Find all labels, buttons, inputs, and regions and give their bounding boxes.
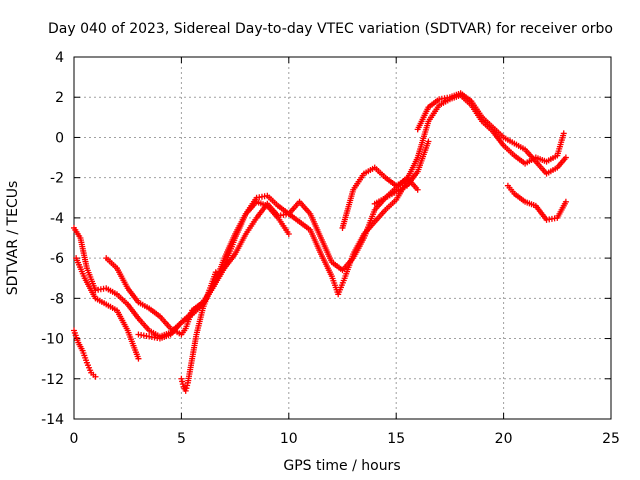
y-tick-label: -8 bbox=[50, 291, 64, 307]
data-point bbox=[285, 230, 292, 237]
data-point bbox=[562, 198, 569, 205]
y-tick-label: -12 bbox=[41, 372, 64, 388]
x-tick-label: 25 bbox=[602, 431, 620, 447]
y-axis-label: SDTVAR / TECUs bbox=[5, 181, 21, 296]
y-tick-label: 4 bbox=[55, 50, 64, 66]
y-tick-label: -14 bbox=[41, 412, 64, 428]
data-point bbox=[562, 154, 569, 161]
x-tick-label: 15 bbox=[387, 431, 405, 447]
axis-ticks: 0 5 10 15 20 25 -14 -12 -10 -8 -6 -4 -2 0 2 4 bbox=[41, 50, 620, 447]
plot-border bbox=[73, 56, 612, 420]
data-point bbox=[560, 130, 567, 137]
data-point bbox=[179, 381, 186, 388]
data-point bbox=[183, 385, 190, 392]
x-axis-label: GPS time / hours bbox=[283, 458, 400, 474]
data-point bbox=[135, 355, 142, 362]
y-tick-label: 2 bbox=[55, 90, 64, 106]
y-tick-label: -4 bbox=[50, 211, 64, 227]
y-tick-label: 0 bbox=[55, 130, 64, 146]
data-point bbox=[182, 387, 189, 394]
x-tick-label: 0 bbox=[70, 431, 79, 447]
y-tick-label: -10 bbox=[41, 332, 64, 348]
data-point bbox=[178, 375, 185, 382]
data-point bbox=[92, 373, 99, 380]
y-tick-label: -2 bbox=[50, 171, 64, 187]
y-tick-label: -6 bbox=[50, 251, 64, 267]
data-point bbox=[184, 382, 191, 389]
x-tick-label: 10 bbox=[280, 431, 298, 447]
data-marks bbox=[71, 90, 569, 394]
data-point bbox=[425, 138, 432, 145]
x-tick-label: 20 bbox=[495, 431, 513, 447]
chart-title: Day 040 of 2023, Sidereal Day-to-day VTE… bbox=[48, 21, 613, 37]
data-point bbox=[212, 269, 219, 276]
x-tick-label: 5 bbox=[177, 431, 186, 447]
grid bbox=[74, 57, 611, 419]
data-point bbox=[179, 378, 186, 385]
data-point bbox=[414, 186, 421, 193]
